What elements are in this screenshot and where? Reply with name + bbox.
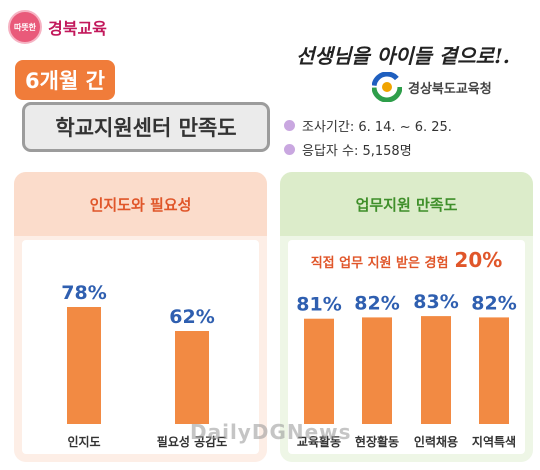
brand-name: 경북교육 xyxy=(48,19,107,38)
category-label: 교육활동 xyxy=(297,434,341,449)
panel-awareness-title: 인지도와 필요성 xyxy=(14,172,267,236)
bar-필요성 공감도 xyxy=(175,331,209,424)
category-label: 현장활동 xyxy=(355,434,399,449)
bar-인력채용 xyxy=(421,316,451,424)
org-name: 경상북도교육청 xyxy=(408,81,492,97)
bar-인지도 xyxy=(67,307,101,424)
page-title: 학교지원센터 만족도 xyxy=(22,102,270,152)
org-logo-icon xyxy=(372,72,402,102)
category-label: 인지도 xyxy=(67,434,100,449)
bar-value-label: 83% xyxy=(413,291,458,313)
respondents-text: 응답자 수: 5,158명 xyxy=(302,144,412,159)
brand-seal-icon: 따뜻한 xyxy=(8,10,42,44)
direct-support-note: 직접 업무 지원 받은 경험 20% xyxy=(288,248,525,272)
panel-satisfaction-body: 직접 업무 지원 받은 경험 20% 81% 교육활동 82% 현장활동 83% 인력채용 8… xyxy=(288,240,525,454)
survey-period-text: 조사기간: 6. 14. ~ 6. 25. xyxy=(302,120,452,135)
bar-value-label: 78% xyxy=(61,282,106,304)
panel-awareness: 인지도와 필요성 78% 인지도 62% 필요성 공감도 xyxy=(14,172,267,462)
category-label: 필요성 공감도 xyxy=(157,434,227,449)
org-logo-block: 경상북도교육청 xyxy=(372,72,492,102)
bar-value-label: 81% xyxy=(296,294,341,316)
bar-지역특색 xyxy=(479,317,509,424)
bar-value-label: 82% xyxy=(471,292,516,314)
direct-support-value: 20% xyxy=(454,248,503,272)
bar-value-label: 82% xyxy=(354,292,399,314)
brand: 따뜻한 경북교육 xyxy=(8,10,107,44)
bullet-icon xyxy=(284,120,295,131)
awareness-bar-chart: 78% 인지도 62% 필요성 공감도 xyxy=(61,282,227,449)
direct-support-label: 직접 업무 지원 받은 경험 xyxy=(310,256,449,271)
satisfaction-bar-chart: 81% 교육활동 82% 현장활동 83% 인력채용 82% 지역특색 xyxy=(296,291,516,449)
bar-교육활동 xyxy=(304,318,334,424)
category-label: 지역특색 xyxy=(472,434,516,449)
slogan: 선생님을 아이들 곁으로!. xyxy=(296,44,510,68)
info-survey-period: 조사기간: 6. 14. ~ 6. 25. xyxy=(284,116,452,135)
bar-현장활동 xyxy=(362,317,392,424)
panel-satisfaction: 업무지원 만족도 직접 업무 지원 받은 경험 20% 81% 교육활동 82% 현장활… xyxy=(280,172,533,462)
category-label: 인력채용 xyxy=(414,434,458,449)
bullet-icon xyxy=(284,144,295,155)
bar-value-label: 62% xyxy=(169,306,214,328)
period-badge: 6개월 간 xyxy=(15,60,115,100)
panel-awareness-body: 78% 인지도 62% 필요성 공감도 xyxy=(22,240,259,454)
panel-satisfaction-title: 업무지원 만족도 xyxy=(280,172,533,236)
info-respondents: 응답자 수: 5,158명 xyxy=(284,140,412,159)
watermark: DailyDGNews xyxy=(190,420,352,444)
